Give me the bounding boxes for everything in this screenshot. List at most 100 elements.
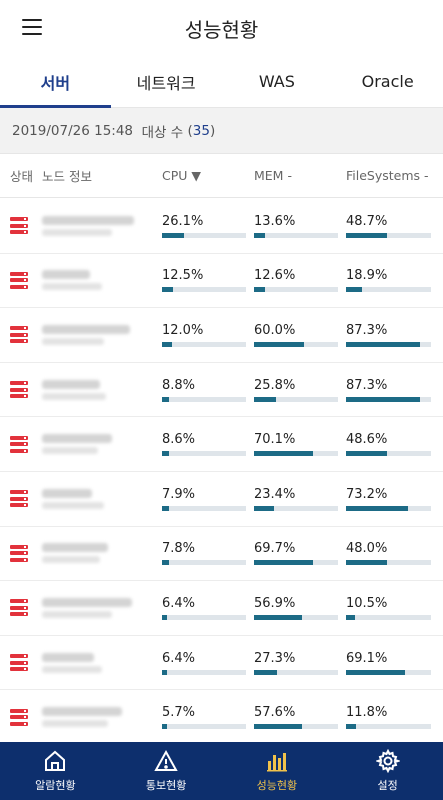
cpu-bar	[162, 451, 246, 457]
mem-bar	[254, 560, 338, 566]
node-info-redacted	[38, 321, 162, 349]
column-mem-sort[interactable]: MEM -	[254, 168, 292, 183]
column-header-row: 상태 노드 정보 CPU ▼ MEM - FileSystems -	[0, 154, 443, 198]
nav-label: 통보현황	[145, 779, 187, 792]
server-row[interactable]: 7.8% 69.7% 48.0%	[0, 527, 443, 582]
fs-value: 48.7%	[346, 213, 388, 229]
info-bar: 2019/07/26 15:48 대상 수 (35)	[0, 108, 443, 154]
nav-label: 알람현황	[35, 779, 76, 792]
nav-performance-status[interactable]: 성능현황	[222, 742, 333, 800]
fs-bar-fill	[346, 614, 355, 620]
cpu-bar-fill	[162, 451, 170, 457]
fs-value: 48.6%	[346, 432, 388, 448]
server-row[interactable]: 26.1% 13.6% 48.7%	[0, 199, 443, 254]
cpu-value: 6.4%	[162, 650, 196, 666]
node-info-redacted	[38, 649, 162, 677]
fs-bar-fill	[346, 287, 363, 293]
nav-label: 설정	[377, 779, 398, 792]
status-cell	[0, 599, 38, 617]
server-status-icon	[10, 490, 28, 508]
fs-bar-fill	[346, 451, 388, 457]
server-row[interactable]: 12.0% 60.0% 87.3%	[0, 308, 443, 363]
node-info-redacted	[38, 430, 162, 458]
nav-alarm-status[interactable]: 알람현황	[0, 742, 111, 800]
status-cell	[0, 654, 38, 672]
mem-metric: 23.4%	[254, 487, 346, 511]
fs-value: 48.0%	[346, 541, 388, 557]
column-node-info: 노드 정보	[42, 169, 92, 184]
mem-bar-fill	[254, 232, 266, 238]
cpu-value: 12.5%	[162, 268, 204, 284]
mem-bar-fill	[254, 396, 276, 402]
server-row[interactable]: 8.8% 25.8% 87.3%	[0, 363, 443, 418]
mem-bar-fill	[254, 341, 305, 347]
server-row[interactable]: 8.6% 70.1% 48.6%	[0, 417, 443, 472]
cpu-bar	[162, 287, 246, 293]
cpu-value: 6.4%	[162, 595, 196, 611]
server-row[interactable]: 7.9% 23.4% 73.2%	[0, 472, 443, 527]
server-status-icon	[10, 217, 28, 235]
column-status: 상태	[10, 169, 34, 184]
node-info-redacted	[38, 539, 162, 567]
server-row[interactable]: 5.7% 57.6% 11.8%	[0, 690, 443, 745]
fs-metric: 10.5%	[346, 596, 443, 620]
node-info-redacted	[38, 485, 162, 513]
mem-metric: 13.6%	[254, 214, 346, 238]
cpu-metric: 26.1%	[162, 214, 254, 238]
cpu-value: 8.8%	[162, 377, 196, 393]
mem-bar-fill	[254, 451, 313, 457]
tab-server[interactable]: 서버	[0, 56, 111, 108]
nav-settings[interactable]: 설정	[332, 742, 443, 800]
fs-metric: 48.6%	[346, 432, 443, 457]
bottom-navigation: 알람현황 통보현황 성능현황 설정	[0, 742, 443, 800]
server-row[interactable]: 6.4% 27.3% 69.1%	[0, 636, 443, 691]
server-row[interactable]: 6.4% 56.9% 10.5%	[0, 581, 443, 636]
mem-bar	[254, 396, 338, 402]
tab-was[interactable]: WAS	[258, 72, 295, 91]
column-cpu-sort[interactable]: CPU ▼	[162, 168, 202, 183]
fs-metric: 87.3%	[346, 323, 443, 347]
tab-network[interactable]: 네트워크	[136, 73, 196, 93]
fs-bar	[346, 341, 431, 347]
mem-value: 12.6%	[254, 268, 296, 284]
fs-metric: 48.0%	[346, 541, 443, 566]
cpu-bar	[162, 232, 246, 238]
fs-bar	[346, 614, 431, 620]
node-info-redacted	[38, 594, 162, 622]
nav-notification-status[interactable]: 통보현황	[111, 742, 222, 800]
fs-bar	[346, 451, 431, 457]
cpu-bar	[162, 505, 246, 511]
cpu-metric: 12.5%	[162, 268, 254, 293]
fs-bar-fill	[346, 669, 405, 675]
mem-bar	[254, 451, 338, 457]
cpu-bar-fill	[162, 614, 168, 620]
mem-bar	[254, 505, 338, 511]
column-filesystems-sort[interactable]: FileSystems -	[346, 168, 429, 183]
mem-bar	[254, 669, 338, 675]
node-info-redacted	[38, 703, 162, 731]
count-open-paren: (	[187, 122, 193, 139]
fs-value: 69.1%	[346, 650, 388, 666]
fs-bar-fill	[346, 724, 357, 730]
mem-metric: 70.1%	[254, 432, 346, 457]
fs-bar	[346, 232, 431, 238]
cpu-metric: 5.7%	[162, 705, 254, 730]
mem-value: 27.3%	[254, 650, 296, 666]
tab-oracle[interactable]: Oracle	[361, 72, 414, 91]
server-status-icon	[10, 326, 28, 344]
fs-value: 10.5%	[346, 595, 388, 611]
fs-metric: 11.8%	[346, 705, 443, 730]
cpu-value: 12.0%	[162, 322, 204, 338]
server-status-icon	[10, 544, 28, 562]
mem-value: 60.0%	[254, 322, 296, 338]
cpu-bar-fill	[162, 505, 169, 511]
cpu-bar	[162, 614, 246, 620]
cpu-value: 7.9%	[162, 486, 196, 502]
mem-metric: 69.7%	[254, 541, 346, 566]
home-icon	[45, 750, 66, 771]
fs-bar	[346, 669, 431, 675]
server-row[interactable]: 12.5% 12.6% 18.9%	[0, 254, 443, 309]
fs-bar-fill	[346, 341, 421, 347]
status-cell	[0, 708, 38, 726]
hamburger-menu-icon[interactable]	[22, 19, 42, 35]
